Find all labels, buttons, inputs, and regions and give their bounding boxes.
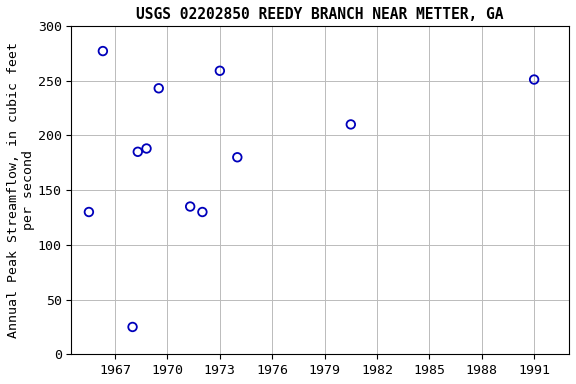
Point — [128, 324, 137, 330]
Point — [98, 48, 108, 54]
Point — [84, 209, 93, 215]
Point — [198, 209, 207, 215]
Point — [215, 68, 225, 74]
Point — [529, 76, 539, 83]
Point — [185, 204, 195, 210]
Point — [154, 85, 164, 91]
Point — [233, 154, 242, 161]
Point — [142, 146, 151, 152]
Title: USGS 02202850 REEDY BRANCH NEAR METTER, GA: USGS 02202850 REEDY BRANCH NEAR METTER, … — [137, 7, 504, 22]
Point — [133, 149, 142, 155]
Point — [346, 121, 355, 127]
Y-axis label: Annual Peak Streamflow, in cubic feet
per second: Annual Peak Streamflow, in cubic feet pe… — [7, 42, 35, 338]
